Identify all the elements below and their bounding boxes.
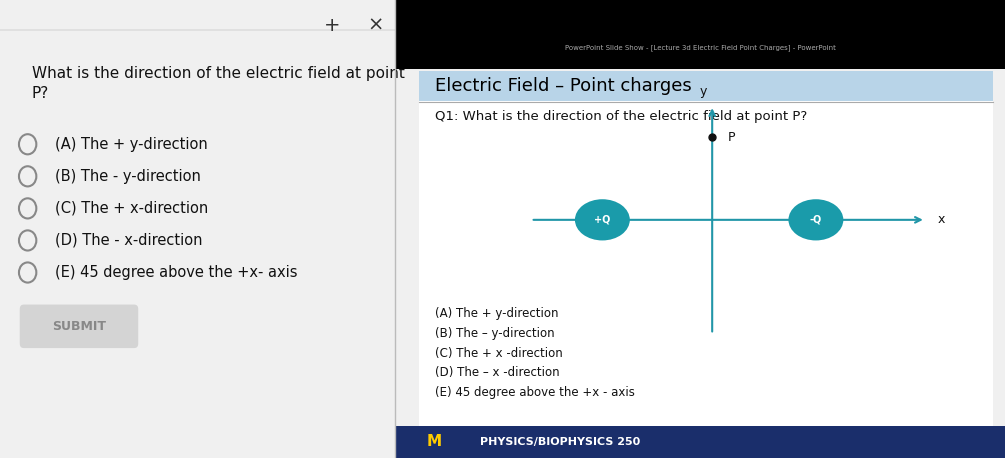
Text: (C) The + x -direction: (C) The + x -direction (434, 347, 563, 360)
Text: SUBMIT: SUBMIT (52, 320, 106, 333)
FancyBboxPatch shape (20, 305, 139, 348)
Text: (B) The - y-direction: (B) The - y-direction (55, 169, 201, 184)
Text: M: M (427, 435, 442, 449)
Text: x: x (938, 213, 946, 226)
Text: PHYSICS/BIOPHYSICS 250: PHYSICS/BIOPHYSICS 250 (480, 437, 640, 447)
Bar (419, 73, 993, 426)
Text: (A) The + y-direction: (A) The + y-direction (434, 307, 558, 320)
Text: +Q: +Q (594, 215, 611, 225)
Text: (B) The – y-direction: (B) The – y-direction (434, 327, 554, 340)
Text: (A) The + y-direction: (A) The + y-direction (55, 137, 208, 152)
Text: (D) The – x -direction: (D) The – x -direction (434, 366, 559, 379)
Circle shape (789, 199, 843, 240)
Text: What is the direction of the electric field at point
P?: What is the direction of the electric fi… (31, 66, 404, 101)
Bar (419, 71, 993, 101)
Text: Q1: What is the direction of the electric field at point P?: Q1: What is the direction of the electri… (434, 110, 807, 123)
Text: (E) 45 degree above the +x- axis: (E) 45 degree above the +x- axis (55, 265, 297, 280)
Text: P: P (728, 131, 735, 144)
Text: ×: × (367, 16, 383, 35)
Text: -Q: -Q (810, 215, 822, 225)
Text: PowerPoint Slide Show - [Lecture 3d Electric Field Point Charges] - PowerPoint: PowerPoint Slide Show - [Lecture 3d Elec… (565, 45, 835, 51)
Bar (395, 0, 1005, 69)
Text: Electric Field – Point charges: Electric Field – Point charges (434, 77, 691, 95)
Bar (395, 426, 1005, 458)
Text: (E) 45 degree above the +x - axis: (E) 45 degree above the +x - axis (434, 386, 634, 399)
Text: (D) The - x-direction: (D) The - x-direction (55, 233, 203, 248)
Text: +: + (324, 16, 340, 35)
Text: y: y (699, 86, 707, 98)
Circle shape (575, 199, 630, 240)
Text: (C) The + x-direction: (C) The + x-direction (55, 201, 209, 216)
